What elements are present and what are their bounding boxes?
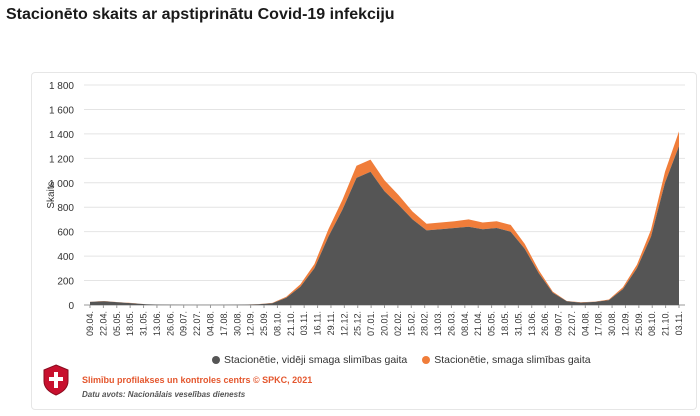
y-tick-label: 800 [57,203,74,214]
x-tick-label: 25.09. [634,311,644,336]
x-tick-label: 03.11. [299,311,309,335]
x-tick-label: 16.11. [313,311,323,335]
x-tick-label: 21.10. [661,311,671,336]
x-tick-label: 28.02. [420,311,430,336]
x-tick-label: 04.08. [580,311,590,336]
x-tick-label: 13.06. [152,311,162,336]
x-tick-label: 12.09. [620,311,630,336]
legend-label-severe: Stacionētie, smaga slimības gaita [434,354,591,366]
x-tick-label: 18.05. [125,311,135,336]
x-tick-label: 20.01. [380,311,390,336]
y-tick-label: 1 000 [49,179,74,190]
x-tick-label: 22.07. [192,311,202,336]
x-tick-label: 31.05. [139,311,149,336]
x-tick-label: 21.10. [286,311,296,336]
y-tick-label: 400 [57,252,74,263]
x-tick-label: 13.06. [527,311,537,336]
y-tick-label: 1 800 [49,81,74,92]
chart-card: 0 200 400 600 800 1 000 1 200 1 400 1 600 1 800 Sk… [31,72,697,410]
x-tick-label: 21.04. [473,311,483,336]
x-tick-label: 04.08. [205,311,215,336]
y-tick-label: 600 [57,228,74,239]
x-tick-label: 22.04. [98,311,108,336]
y-tick-label: 0 [68,301,74,312]
x-tick-label: 05.05. [112,311,122,336]
x-tick-label: 08.10. [272,311,282,336]
page-title: Stacionēto skaits ar apstiprinātu Covid-… [6,6,395,23]
chart-credits: Slimību profilakses un kontroles centrs … [82,375,312,399]
x-tick-label: 17.08. [219,311,229,336]
x-tick-label: 13.03. [433,311,443,336]
x-tick-label: 26.03. [446,311,456,336]
chart-legend: Stacionētie, vidēji smaga slimības gaita… [212,354,603,367]
legend-dot-severe [422,356,431,364]
x-tick-label: 25.09. [259,311,269,336]
series-area-moderate [90,146,679,305]
x-tick-label: 17.08. [594,311,604,336]
x-tick-label: 08.04. [460,311,470,336]
x-tick-label: 12.12. [339,311,349,336]
x-tick-label: 30.08. [607,311,617,336]
legend-item-severe[interactable]: Stacionētie, smaga slimības gaita [422,354,591,366]
x-tick-label: 07.01. [366,311,376,336]
x-tick-label: 08.10. [647,311,657,336]
chart: 0 200 400 600 800 1 000 1 200 1 400 1 600 1 800 Sk… [46,81,685,336]
x-tick-label: 25.12. [353,311,363,336]
x-tick-label: 26.06. [540,311,550,336]
x-tick-label: 30.08. [232,311,242,336]
y-tick-label: 1 600 [49,105,74,116]
x-tick-label: 31.05. [513,311,523,336]
x-tick-label: 02.02. [393,311,403,336]
y-tick-label: 200 [57,277,74,288]
x-tick-label: 18.05. [500,311,510,336]
x-tick-label: 15.02. [406,311,416,336]
legend-item-moderate[interactable]: Stacionētie, vidēji smaga slimības gaita [212,354,407,366]
x-tick-label: 09.04. [85,311,95,336]
legend-dot-moderate [212,356,220,364]
x-tick-label: 03.11. [674,311,684,335]
y-tick-label: 1 400 [49,130,74,141]
legend-label-moderate: Stacionētie, vidēji smaga slimības gaita [224,354,408,366]
x-tick-label: 26.06. [165,311,175,336]
y-tick-label: 1 200 [49,154,74,165]
x-tick-label: 09.07. [179,311,189,336]
x-tick-label: 22.07. [567,311,577,336]
x-tick-label: 12.09. [246,311,256,336]
spkc-logo-icon [43,364,69,396]
x-tick-label: 09.07. [554,311,564,336]
credit-text: Slimību profilakses un kontroles centrs … [82,375,313,385]
x-tick-label: 05.05. [487,311,497,336]
y-axis-label: Skaits [46,181,57,208]
x-tick-label: 29.11. [326,311,336,335]
source-text: Datu avots: Nacionālais veselības dienes… [82,390,246,399]
